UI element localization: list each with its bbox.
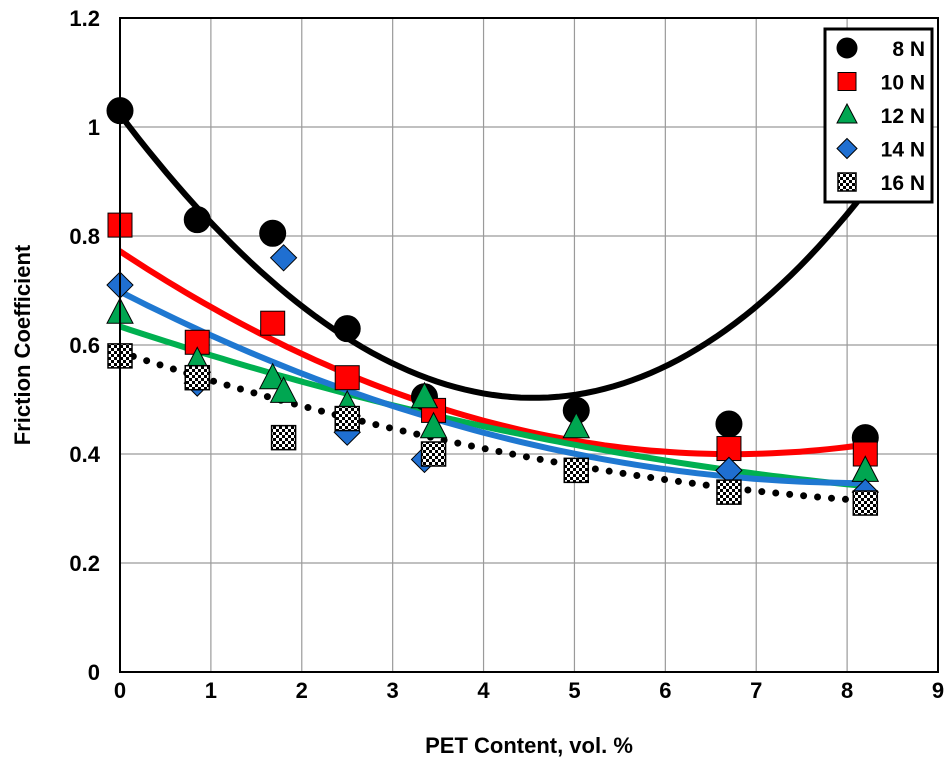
data-point-8n [183,206,211,234]
x-tick-label: 6 [659,678,671,703]
data-point-16n [716,479,742,505]
data-point-10n [260,310,286,336]
data-point-10n [852,441,878,467]
y-axis-title: Friction Coefficient [10,244,35,445]
data-point-8n [333,315,361,343]
x-tick-label: 5 [568,678,580,703]
data-point-12n [258,362,287,390]
data-point-14n [269,244,298,272]
trendline-8n [120,111,869,401]
data-point-12n [269,376,298,403]
legend-marker-8n [836,37,858,59]
data-point-10n [716,436,742,462]
data-point-8n [715,410,743,438]
legend-marker-10n [837,72,857,91]
legend-label-14n: 14 N [881,139,925,162]
x-tick-label: 4 [477,678,490,703]
x-tick-label: 8 [841,678,853,703]
tick-labels: 0 1 2 3 4 5 6 7 8 9 0 0.2 0.4 0.6 0.8 1 1.2 [69,6,944,703]
x-tick-label: 9 [932,678,944,703]
legend: 8 N 10 N 12 N 14 N 16 N [823,27,934,204]
y-tick-label: 0 [88,660,100,685]
legend-label-16n: 16 N [881,172,925,195]
data-point-16n [334,405,360,432]
data-point-12n [419,411,448,439]
legend-marker-12n [836,102,858,124]
data-point-16n [420,441,447,467]
legend-marker-14n [836,137,858,160]
x-tick-label: 7 [750,678,762,703]
data-point-16n [563,457,590,484]
trendline-14n [120,288,869,487]
data-point-16n [852,490,879,516]
x-tick-label: 0 [114,678,126,703]
data-point-16n [270,424,297,451]
legend-label-12n: 12 N [881,105,925,128]
y-tick-label: 0.8 [69,224,100,249]
legend-marker-16n [837,172,857,192]
x-tick-label: 3 [387,678,399,703]
data-point-16n [184,364,211,391]
y-tick-label: 0.2 [69,551,100,576]
data-point-8n [259,219,287,247]
y-tick-label: 1 [88,115,100,140]
legend-label-10n: 10 N [881,72,925,95]
x-tick-label: 1 [205,678,217,703]
y-tick-label: 0.4 [69,442,100,467]
y-tick-label: 0.6 [69,333,100,358]
x-tick-label: 2 [296,678,308,703]
y-tick-label: 1.2 [69,6,100,31]
data-point-12n [562,411,591,439]
data-point-12n [410,381,439,409]
x-axis-title: PET Content, vol. % [425,733,633,758]
data-point-10n [334,365,360,391]
legend-label-8n: 8 N [892,38,925,61]
plot-border [119,17,939,673]
